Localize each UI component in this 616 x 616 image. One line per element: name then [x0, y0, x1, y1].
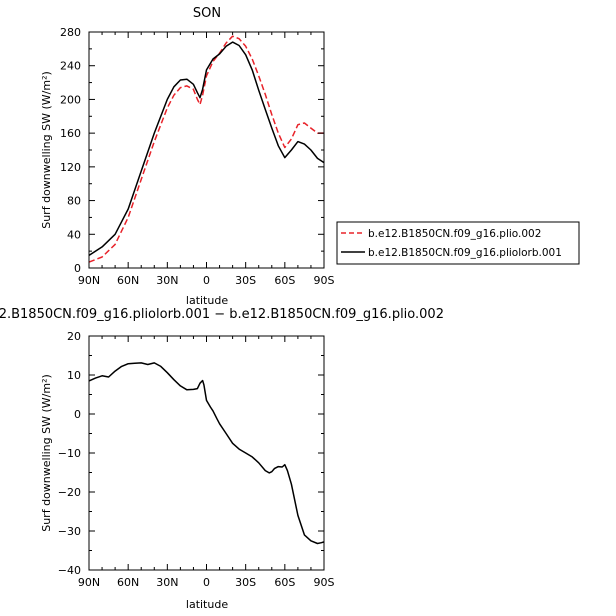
chart-bottom: b.e12.B1850CN.f09_g16.pliolorb.001 − b.e… [0, 307, 444, 611]
chart-0-xtick-label: 0 [203, 274, 210, 287]
chart-1-ytick-label: 20 [67, 330, 81, 343]
chart-bottom-xlabel: latitude [186, 598, 228, 611]
chart-bottom-ylabel: Surf downwelling SW (W/m²) [40, 374, 53, 532]
chart-0-ytick-label: 40 [67, 228, 81, 241]
chart-0-ytick-label: 240 [60, 60, 81, 73]
chart-top: SON 90N 60N 30N 0 30S 60S 90S 0 40 80 120 160 200 240… [40, 6, 580, 307]
chart-1-xtick-label: 60S [274, 576, 295, 589]
chart-top-series-layer [88, 35, 325, 263]
chart-1-ytick-label: 0 [74, 408, 81, 421]
chart-0-xtick-label: 30N [156, 274, 178, 287]
chart-1-series-line-0 [88, 362, 325, 545]
chart-top-title: SON [193, 6, 221, 21]
legend-label-pliolorb: b.e12.B1850CN.f09_g16.pliolorb.001 [368, 247, 562, 259]
chart-0-ytick-label: 0 [74, 262, 81, 275]
chart-top-xlabel: latitude [186, 294, 228, 307]
chart-0-xtick-label: 60S [274, 274, 295, 287]
chart-1-xtick-label: 60N [117, 576, 139, 589]
legend-box [336, 221, 580, 265]
chart-0-xtick-label: 30S [235, 274, 256, 287]
chart-1-ytick-label: −40 [58, 564, 81, 577]
chart-top-legend: b.e12.B1850CN.f09_g16.plio.002 b.e12.B18… [336, 221, 580, 265]
chart-0-series-line-1 [88, 41, 325, 257]
chart-top-ylabel: Surf downwelling SW (W/m²) [40, 71, 53, 229]
chart-1-ytick-label: −20 [58, 486, 81, 499]
chart-bottom-frame [88, 335, 325, 571]
chart-0-ytick-label: 80 [67, 195, 81, 208]
chart-1-ytick-label: 10 [67, 369, 81, 382]
chart-0-ytick-label: 120 [60, 161, 81, 174]
chart-bottom-series-layer [88, 362, 325, 545]
legend-label-plio: b.e12.B1850CN.f09_g16.plio.002 [368, 228, 541, 240]
chart-0-ytick-label: 200 [60, 93, 81, 106]
chart-1-ytick-label: −30 [58, 525, 81, 538]
chart-1-xtick-label: 30S [235, 576, 256, 589]
chart-1-xtick-label: 90N [78, 576, 100, 589]
chart-0-xtick-label: 90N [78, 274, 100, 287]
chart-1-xtick-label: 0 [203, 576, 210, 589]
chart-0-xtick-label: 60N [117, 274, 139, 287]
chart-top-axes: 90N 60N 30N 0 30S 60S 90S 0 40 80 120 160 200 240 280 [60, 26, 335, 287]
chart-1-xtick-label: 30N [156, 576, 178, 589]
chart-0-xtick-label: 90S [314, 274, 335, 287]
chart-1-xtick-label: 90S [314, 576, 335, 589]
chart-bottom-title: b.e12.B1850CN.f09_g16.pliolorb.001 − b.e… [0, 307, 444, 322]
chart-bottom-axes: 90N 60N 30N 0 30S 60S 90S −40 −30 −20 −10 0 10 20 [58, 330, 335, 589]
chart-0-ytick-label: 280 [60, 26, 81, 39]
chart-0-ytick-label: 160 [60, 127, 81, 140]
chart-top-frame [88, 31, 325, 269]
chart-1-ytick-label: −10 [58, 447, 81, 460]
